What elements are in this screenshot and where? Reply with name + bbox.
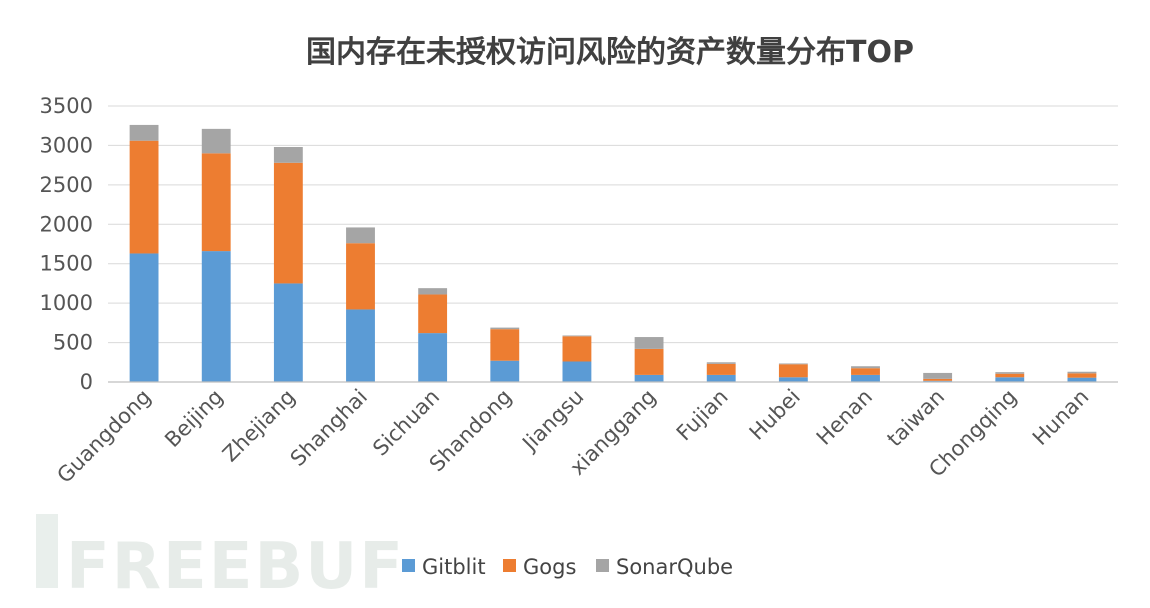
bar-segment-sonarqube — [851, 366, 880, 369]
bar-stack — [851, 366, 880, 382]
bar-segment-gogs — [562, 336, 592, 362]
bar-stack — [778, 363, 808, 382]
bar-segment-gitblit — [778, 377, 808, 382]
bar-stack — [634, 337, 664, 382]
bar-segment-gitblit — [995, 377, 1025, 382]
legend-swatch — [503, 559, 516, 572]
bar-segment-gogs — [778, 364, 808, 378]
y-tick-label: 3000 — [40, 133, 93, 157]
bar-stack — [201, 128, 231, 382]
bar-segment-gitblit — [129, 253, 159, 382]
bar-segment-gitblit — [346, 309, 375, 382]
bar-segment-gitblit — [201, 251, 231, 382]
bar-segment-gogs — [346, 243, 375, 310]
watermark: FREEBUF — [36, 514, 405, 604]
legend: Gitblit Gogs SonarQube — [402, 555, 733, 579]
legend-label: Gitblit — [422, 555, 486, 579]
bar-segment-sonarqube — [923, 372, 953, 379]
legend-swatch — [402, 559, 415, 572]
bar-segment-gogs — [995, 373, 1025, 378]
y-tick-label: 3500 — [40, 94, 93, 118]
bar-stack — [1067, 371, 1097, 382]
bar-segment-gitblit — [851, 374, 880, 382]
y-tick-label: 1000 — [40, 291, 93, 315]
legend-item: Gogs — [503, 555, 576, 579]
y-tick-label: 2000 — [40, 212, 93, 236]
legend-label: Gogs — [523, 555, 576, 579]
bar-segment-gitblit — [634, 374, 664, 382]
bar-segment-gogs — [706, 363, 736, 375]
bar-segment-gogs — [273, 162, 303, 284]
bar-segment-gitblit — [1067, 377, 1097, 382]
bar-segment-gitblit — [706, 374, 736, 382]
bar-stack — [129, 124, 159, 382]
bar-segment-sonarqube — [273, 147, 303, 163]
bar-segment-sonarqube — [490, 327, 520, 330]
legend-item: Gitblit — [402, 555, 486, 579]
bar-stack — [273, 147, 303, 382]
bar-segment-sonarqube — [418, 288, 448, 295]
watermark-logo-bar — [36, 514, 58, 588]
bar-segment-gogs — [1067, 373, 1097, 378]
bar-segment-sonarqube — [1067, 371, 1097, 374]
bar-segment-sonarqube — [778, 363, 808, 365]
bar-segment-sonarqube — [346, 227, 375, 244]
bar-segment-gitblit — [273, 283, 303, 382]
bar-segment-gogs — [129, 140, 159, 254]
legend-label: SonarQube — [616, 555, 733, 579]
bar-stack — [923, 372, 953, 382]
y-axis-ticks: 0 500 1000 1500 2000 2500 3000 3500 — [40, 94, 93, 394]
bar-stack — [562, 335, 592, 382]
bars — [129, 124, 1097, 382]
bar-segment-gogs — [201, 153, 231, 252]
y-tick-label: 2500 — [40, 173, 93, 197]
bar-stack — [418, 288, 448, 382]
bar-segment-sonarqube — [562, 335, 592, 337]
bar-segment-sonarqube — [129, 124, 159, 141]
legend-swatch — [596, 559, 609, 572]
bar-segment-gogs — [634, 348, 664, 375]
bar-segment-gitblit — [418, 333, 448, 382]
bar-segment-gitblit — [562, 361, 592, 382]
bar-segment-gogs — [418, 294, 448, 334]
bar-segment-sonarqube — [706, 362, 736, 364]
bar-segment-sonarqube — [634, 337, 664, 349]
bar-segment-gogs — [490, 329, 520, 361]
bar-segment-gitblit — [490, 360, 520, 382]
bar-segment-gogs — [851, 368, 880, 375]
legend-item: SonarQube — [596, 555, 733, 579]
bar-segment-sonarqube — [201, 128, 231, 154]
bar-segment-sonarqube — [995, 372, 1025, 374]
y-tick-label: 1500 — [40, 252, 93, 276]
chart-title: 国内存在未授权访问风险的资产数量分布TOP — [306, 35, 914, 70]
bar-segment-gogs — [923, 378, 953, 381]
y-tick-label: 0 — [80, 370, 93, 394]
bar-stack — [995, 372, 1025, 382]
bar-stack — [346, 227, 375, 382]
watermark-text: FREEBUF — [66, 530, 405, 604]
bar-stack — [490, 327, 520, 382]
bar-stack — [706, 362, 736, 382]
y-tick-label: 500 — [53, 331, 93, 355]
